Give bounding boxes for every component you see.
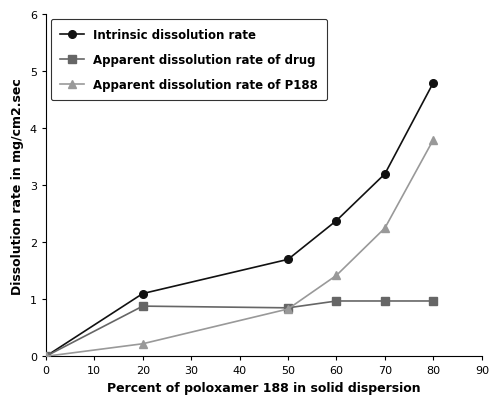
Apparent dissolution rate of P188 <box>334 273 340 278</box>
Intrinsic dissolution rate <box>334 219 340 224</box>
Apparent dissolution rate of P188 <box>285 307 291 311</box>
Intrinsic dissolution rate <box>43 354 49 359</box>
Apparent dissolution rate of drug <box>140 304 145 309</box>
Y-axis label: Dissolution rate in mg/cm2.sec: Dissolution rate in mg/cm2.sec <box>11 78 24 294</box>
Apparent dissolution rate of drug <box>430 299 436 304</box>
Line: Apparent dissolution rate of P188: Apparent dissolution rate of P188 <box>42 136 438 360</box>
Intrinsic dissolution rate <box>382 172 388 177</box>
Intrinsic dissolution rate <box>430 81 436 86</box>
Apparent dissolution rate of drug <box>382 299 388 304</box>
Intrinsic dissolution rate <box>140 292 145 296</box>
Intrinsic dissolution rate <box>285 257 291 262</box>
Line: Apparent dissolution rate of drug: Apparent dissolution rate of drug <box>42 297 437 360</box>
Line: Intrinsic dissolution rate: Intrinsic dissolution rate <box>42 79 437 360</box>
Apparent dissolution rate of drug <box>285 306 291 311</box>
Apparent dissolution rate of P188 <box>140 341 145 346</box>
X-axis label: Percent of poloxamer 188 in solid dispersion: Percent of poloxamer 188 in solid disper… <box>107 381 420 394</box>
Apparent dissolution rate of drug <box>43 354 49 359</box>
Apparent dissolution rate of P188 <box>430 138 436 143</box>
Apparent dissolution rate of drug <box>334 299 340 304</box>
Legend: Intrinsic dissolution rate, Apparent dissolution rate of drug, Apparent dissolut: Intrinsic dissolution rate, Apparent dis… <box>50 20 328 101</box>
Apparent dissolution rate of P188 <box>382 226 388 231</box>
Apparent dissolution rate of P188 <box>43 354 49 359</box>
